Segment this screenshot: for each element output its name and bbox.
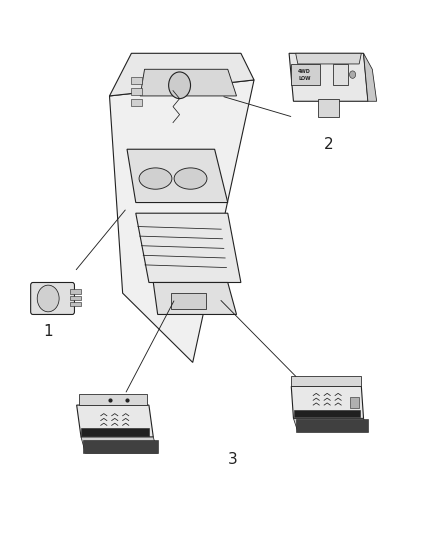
Bar bbox=[350, 397, 359, 408]
Bar bbox=[131, 88, 142, 95]
Text: 3: 3 bbox=[228, 451, 237, 467]
Bar bbox=[291, 64, 320, 85]
Polygon shape bbox=[110, 80, 254, 362]
Polygon shape bbox=[79, 394, 147, 405]
Circle shape bbox=[169, 72, 191, 99]
Bar bbox=[318, 99, 339, 117]
Polygon shape bbox=[293, 418, 368, 432]
Bar bbox=[294, 410, 360, 417]
Polygon shape bbox=[291, 376, 361, 386]
Bar bbox=[83, 440, 158, 453]
Polygon shape bbox=[364, 53, 377, 101]
Bar bbox=[131, 99, 142, 106]
Circle shape bbox=[37, 285, 59, 312]
Bar bbox=[81, 428, 149, 436]
Ellipse shape bbox=[174, 168, 207, 189]
Circle shape bbox=[350, 71, 356, 78]
Ellipse shape bbox=[139, 168, 172, 189]
Bar bbox=[131, 77, 142, 84]
Bar bbox=[296, 419, 368, 432]
Bar bbox=[171, 293, 206, 309]
Polygon shape bbox=[81, 437, 158, 453]
Text: 1: 1 bbox=[44, 324, 53, 339]
Bar bbox=[70, 296, 81, 300]
Polygon shape bbox=[153, 282, 237, 314]
Polygon shape bbox=[136, 213, 241, 282]
Polygon shape bbox=[140, 69, 237, 96]
Polygon shape bbox=[296, 53, 361, 64]
Bar bbox=[70, 302, 81, 306]
FancyBboxPatch shape bbox=[31, 282, 74, 314]
Polygon shape bbox=[289, 53, 368, 101]
Text: 2: 2 bbox=[324, 137, 334, 152]
Polygon shape bbox=[77, 405, 153, 437]
Polygon shape bbox=[110, 53, 254, 96]
Bar bbox=[333, 64, 348, 85]
Text: LOW: LOW bbox=[298, 76, 311, 82]
Polygon shape bbox=[127, 149, 228, 203]
Polygon shape bbox=[291, 386, 364, 418]
Bar bbox=[70, 289, 81, 294]
Text: 4WD: 4WD bbox=[298, 69, 311, 75]
